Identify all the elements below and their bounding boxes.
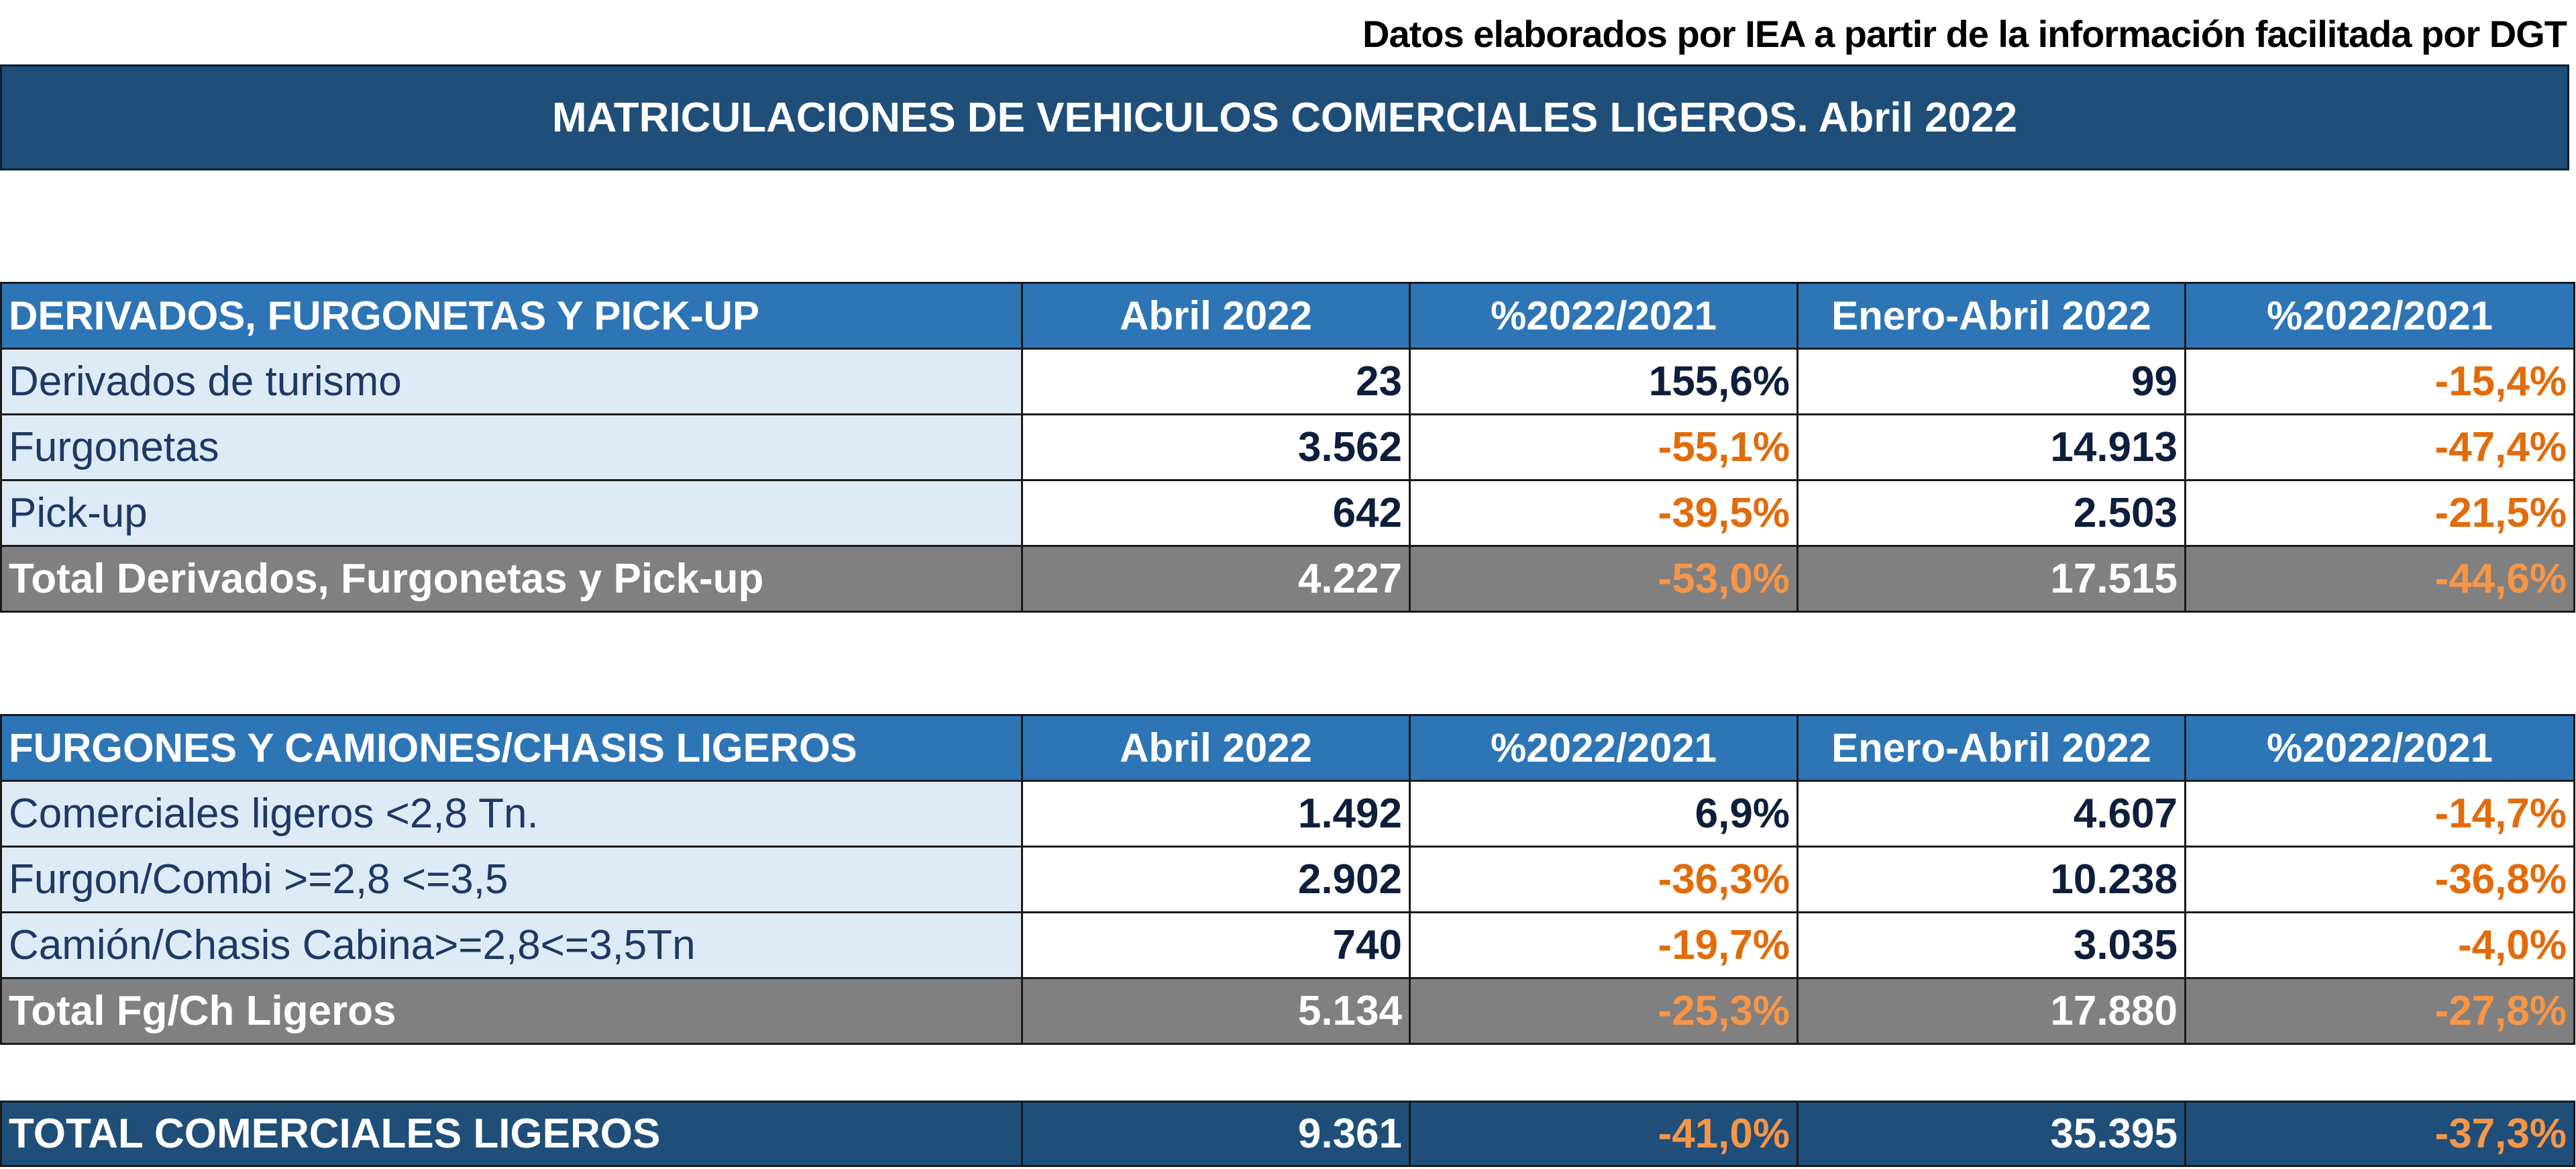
source-note: Datos elaborados por IEA a partir de la … xyxy=(1362,13,2567,55)
month-value: 23 xyxy=(1021,348,1411,415)
column-header-ytd: Enero-Abril 2022 xyxy=(1796,282,2186,350)
month-pct-value: -55,1% xyxy=(1409,413,1799,481)
month-pct-value: 6,9% xyxy=(1409,780,1799,848)
total-ytd-value: 17.515 xyxy=(1796,545,2186,613)
total-row: Total Derivados, Furgonetas y Pick-up 4.… xyxy=(0,545,2575,613)
month-pct-value: -19,7% xyxy=(1409,911,1799,979)
month-value: 642 xyxy=(1021,479,1411,547)
column-header-month: Abril 2022 xyxy=(1021,282,1411,350)
total-month-pct-value: -25,3% xyxy=(1409,977,1799,1045)
table-row: Furgonetas 3.562 -55,1% 14.913 -47,4% xyxy=(0,413,2575,481)
table-row: Comerciales ligeros <2,8 Tn. 1.492 6,9% … xyxy=(0,780,2575,848)
ytd-value: 99 xyxy=(1796,348,2186,415)
ytd-value: 14.913 xyxy=(1796,413,2186,481)
month-pct-value: -36,3% xyxy=(1409,846,1799,913)
page-title: MATRICULACIONES DE VEHICULOS COMERCIALES… xyxy=(0,64,2569,170)
column-header-month-pct: %2022/2021 xyxy=(1409,282,1799,350)
table-header-row: FURGONES Y CAMIONES/CHASIS LIGEROS Abril… xyxy=(0,714,2575,782)
ytd-pct-value: -47,4% xyxy=(2184,413,2575,481)
ytd-value: 4.607 xyxy=(1796,780,2186,848)
month-value: 2.902 xyxy=(1021,846,1411,913)
table-grand-total: TOTAL COMERCIALES LIGEROS 9.361 -41,0% 3… xyxy=(0,1101,2575,1167)
column-header-ytd-pct: %2022/2021 xyxy=(2184,714,2575,782)
total-label: Total Fg/Ch Ligeros xyxy=(0,977,1023,1045)
total-month-value: 5.134 xyxy=(1021,977,1411,1045)
total-row: Total Fg/Ch Ligeros 5.134 -25,3% 17.880 … xyxy=(0,977,2575,1045)
grand-total-row: TOTAL COMERCIALES LIGEROS 9.361 -41,0% 3… xyxy=(0,1101,2575,1167)
total-label: Total Derivados, Furgonetas y Pick-up xyxy=(0,545,1023,613)
table-header-row: DERIVADOS, FURGONETAS Y PICK-UP Abril 20… xyxy=(0,282,2575,350)
total-month-pct-value: -53,0% xyxy=(1409,545,1799,613)
table-row: Furgon/Combi >=2,8 <=3,5 2.902 -36,3% 10… xyxy=(0,846,2575,913)
section-header-label: DERIVADOS, FURGONETAS Y PICK-UP xyxy=(0,282,1023,350)
ytd-value: 10.238 xyxy=(1796,846,2186,913)
ytd-pct-value: -14,7% xyxy=(2184,780,2575,848)
table-row: Pick-up 642 -39,5% 2.503 -21,5% xyxy=(0,479,2575,547)
ytd-value: 3.035 xyxy=(1796,911,2186,979)
ytd-value: 2.503 xyxy=(1796,479,2186,547)
table-row: Derivados de turismo 23 155,6% 99 -15,4% xyxy=(0,348,2575,415)
table-derivados-furgonetas-pickup: DERIVADOS, FURGONETAS Y PICK-UP Abril 20… xyxy=(0,282,2575,613)
column-header-month-pct: %2022/2021 xyxy=(1409,714,1799,782)
ytd-pct-value: -21,5% xyxy=(2184,479,2575,547)
table-row: Camión/Chasis Cabina>=2,8<=3,5Tn 740 -19… xyxy=(0,911,2575,979)
total-ytd-pct-value: -27,8% xyxy=(2184,977,2575,1045)
row-label: Pick-up xyxy=(0,479,1023,547)
column-header-ytd-pct: %2022/2021 xyxy=(2184,282,2575,350)
row-label: Camión/Chasis Cabina>=2,8<=3,5Tn xyxy=(0,911,1023,979)
ytd-pct-value: -36,8% xyxy=(2184,846,2575,913)
row-label: Furgonetas xyxy=(0,413,1023,481)
grand-total-ytd-value: 35.395 xyxy=(1796,1101,2186,1167)
row-label: Comerciales ligeros <2,8 Tn. xyxy=(0,780,1023,848)
row-label: Furgon/Combi >=2,8 <=3,5 xyxy=(0,846,1023,913)
total-ytd-pct-value: -44,6% xyxy=(2184,545,2575,613)
month-value: 1.492 xyxy=(1021,780,1411,848)
row-label: Derivados de turismo xyxy=(0,348,1023,415)
grand-total-ytd-pct-value: -37,3% xyxy=(2184,1101,2575,1167)
column-header-month: Abril 2022 xyxy=(1021,714,1411,782)
total-ytd-value: 17.880 xyxy=(1796,977,2186,1045)
total-month-value: 4.227 xyxy=(1021,545,1411,613)
ytd-pct-value: -4,0% xyxy=(2184,911,2575,979)
column-header-ytd: Enero-Abril 2022 xyxy=(1796,714,2186,782)
section-header-label: FURGONES Y CAMIONES/CHASIS LIGEROS xyxy=(0,714,1023,782)
grand-total-label: TOTAL COMERCIALES LIGEROS xyxy=(0,1101,1023,1167)
month-value: 3.562 xyxy=(1021,413,1411,481)
table-furgones-camiones-ligeros: FURGONES Y CAMIONES/CHASIS LIGEROS Abril… xyxy=(0,714,2575,1045)
ytd-pct-value: -15,4% xyxy=(2184,348,2575,415)
month-value: 740 xyxy=(1021,911,1411,979)
month-pct-value: 155,6% xyxy=(1409,348,1799,415)
grand-total-month-pct-value: -41,0% xyxy=(1409,1101,1799,1167)
month-pct-value: -39,5% xyxy=(1409,479,1799,547)
grand-total-month-value: 9.361 xyxy=(1021,1101,1411,1167)
